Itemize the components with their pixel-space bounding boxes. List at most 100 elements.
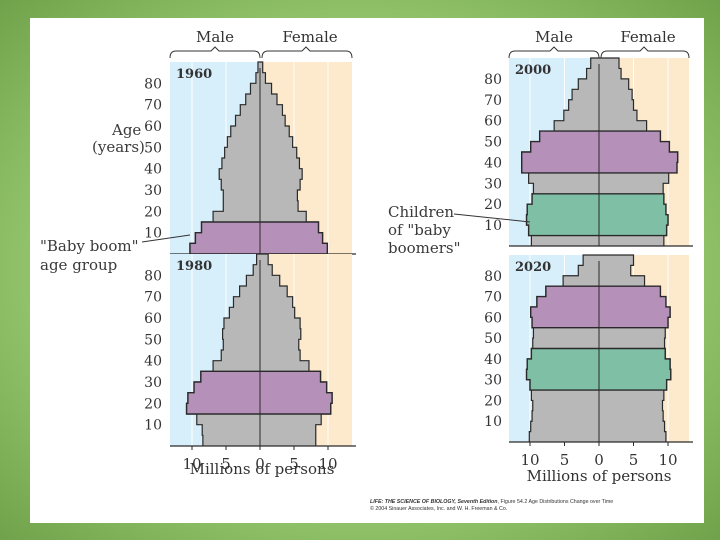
panel-2020-bar-male-0-4 [529,431,599,443]
panel-1960-age-tick-70: 70 [144,98,162,114]
x-axis-label-left: Millions of persons [190,460,335,478]
panel-2020-bar-female-85+ [599,255,634,266]
panel-1980-bar-female-85+ [260,254,269,266]
children-leader-line [453,213,531,223]
panel-1980-x-tick-1: 5 [221,455,231,473]
panel-2000-age-tick-30: 30 [484,176,502,192]
panel-2000-bar-male-0-4 [531,235,599,247]
panel-2020-bar-male-80-84 [578,265,599,277]
panel-1980-age-tick-50: 50 [144,332,162,348]
panel-2000-bar-male-25-29 [533,183,599,195]
panel-1960-bar-male-75-79 [250,83,260,95]
header-male-2: Male [535,28,573,46]
panel-1980-bar-male-40-44 [221,350,260,362]
panel-2000-bar-female-70-74 [599,89,633,101]
panel-1980-bar-female-0-4 [260,435,316,447]
panel-1980-x-tick-3: 5 [289,455,299,473]
panel-2000-bar-female-65-69 [599,99,634,111]
panel-2020-x-tick-3: 5 [629,451,639,469]
panel-2000-bar-male-85+ [590,58,599,69]
panel-1960-bar-female-25-29 [260,190,298,202]
age-axis-label-line1: Age [112,121,142,139]
panel-2020-highlight-band-2 [529,285,671,329]
panel-1980-bar-male-10-14 [196,414,260,426]
panel-1960-year-label: 1960 [176,67,212,82]
panel-2020-bar-female-50-54 [599,327,666,339]
panel-2000-bar-female-60-64 [599,110,637,122]
panel-2000-bar-male-75-79 [578,78,599,90]
panel-2020-bar-female-75-79 [599,275,645,287]
panel-2020-bar-male-20-24 [531,390,599,401]
panel-1980-bar-male-0-4 [202,435,260,447]
panel-2020-age-tick-40: 40 [484,352,502,368]
panel-2020-x-tick-1: 5 [560,451,570,469]
panel-1960-bar-female-85+ [260,62,263,74]
panel-1960-bar-male-55-59 [230,126,260,138]
panel-2000-age-tick-60: 60 [484,114,502,130]
panel-1960-bar-male-25-29 [223,190,260,202]
panel-2000-bar-female-55-59 [599,120,647,132]
panel-2000-bar-male-80-84 [586,68,599,80]
panel-1980-bar-female-50-54 [260,328,301,340]
panel-1980-bar-male-60-64 [229,307,260,319]
panel-2000-bar-female-85+ [599,58,620,69]
panel-1960-bar-male-15-19 [213,211,260,223]
credit-book: LIFE: THE SCIENCE OF BIOLOGY, Seventh Ed… [370,499,498,505]
children-annotation-line1: Children [388,203,455,221]
panel-2020-bar-male-45-49 [532,338,599,349]
panel-1960-age-tick-60: 60 [144,119,162,135]
panel-2000-bar-female-25-29 [599,183,664,195]
header-male-1: Male [196,28,234,46]
header-female-1: Female [282,28,337,46]
panel-2020-bar-female-20-24 [599,390,664,401]
panel-1980-bar-male-75-79 [246,275,260,287]
panel-1980-x-tick-2: 0 [255,455,265,473]
age-pyramid-figure: 1960102030405060708019801020304050607080… [141,28,693,485]
panel-1980-bar-male-5-9 [202,424,260,436]
panel-1980-highlight-band-1 [185,370,333,415]
panel-2000-bar-male-55-59 [554,120,599,132]
panel-1980-bar-female-65-69 [260,296,293,308]
panel-2000-outline [521,57,679,246]
panel-2000-age-tick-70: 70 [484,93,502,109]
panel-1980-age-tick-20: 20 [144,396,162,412]
credit-figure: , Figure 54.2 Age Distributions Change o… [497,499,614,505]
panel-1980-bar-female-80-84 [260,264,273,276]
panel-2020-age-tick-30: 30 [484,373,502,389]
panel-2020-x-tick-4: 10 [658,451,677,469]
panel-2000-bar-male-30-34 [528,172,599,184]
panel-1960-bar-male-50-54 [227,136,260,148]
panel-1980-bar-male-80-84 [253,264,260,276]
panel-1980-year-label: 1980 [176,259,212,274]
panel-2020-bar-male-50-54 [533,327,599,339]
panel-2020-bar-male-85+ [583,255,599,266]
panel-1980-bar-female-75-79 [260,275,280,287]
panel-1980-bar-female-35-39 [260,360,309,372]
panel-1960-bar-male-70-74 [245,94,260,106]
panel-2020-bar-female-15-19 [599,400,663,412]
panel-1980-bar-male-85+ [256,254,260,266]
panel-1980-age-tick-70: 70 [144,290,162,306]
panel-1960-age-tick-80: 80 [144,76,162,92]
panel-2020-age-tick-80: 80 [484,269,502,285]
x-axis-label-right: Millions of persons [527,467,672,485]
panel-1960-bar-female-75-79 [260,83,272,95]
panel-1960-bar-female-30-34 [260,179,301,191]
panel-2000-bar-female-30-34 [599,172,669,184]
panel-1960-bar-female-50-54 [260,136,293,148]
panel-2000-age-tick-40: 40 [484,155,502,171]
panel-2020-bar-female-45-49 [599,338,665,349]
baby-boom-annotation-line1: "Baby boom" [40,237,139,255]
slide-canvas: 1960 10 20 30 40 50 60 70 80 1980 10 20 30 40 50 60 70 80… [30,18,704,523]
panel-2020-age-tick-70: 70 [484,290,502,306]
panel-1960-bar-female-15-19 [260,211,307,223]
panel-1960-age-tick-50: 50 [144,140,162,156]
figure-credit: LIFE: THE SCIENCE OF BIOLOGY, Seventh Ed… [370,499,700,513]
panel-1980-x-tick-4: 10 [318,455,337,473]
panel-1980-bar-female-40-44 [260,350,301,362]
panel-1960-bar-male-60-64 [235,115,260,127]
brace-male-1 [169,46,261,59]
panel-1960-age-tick-10: 10 [144,226,162,242]
header-female-2: Female [620,28,675,46]
panel-2020-bar-female-5-9 [599,421,665,433]
